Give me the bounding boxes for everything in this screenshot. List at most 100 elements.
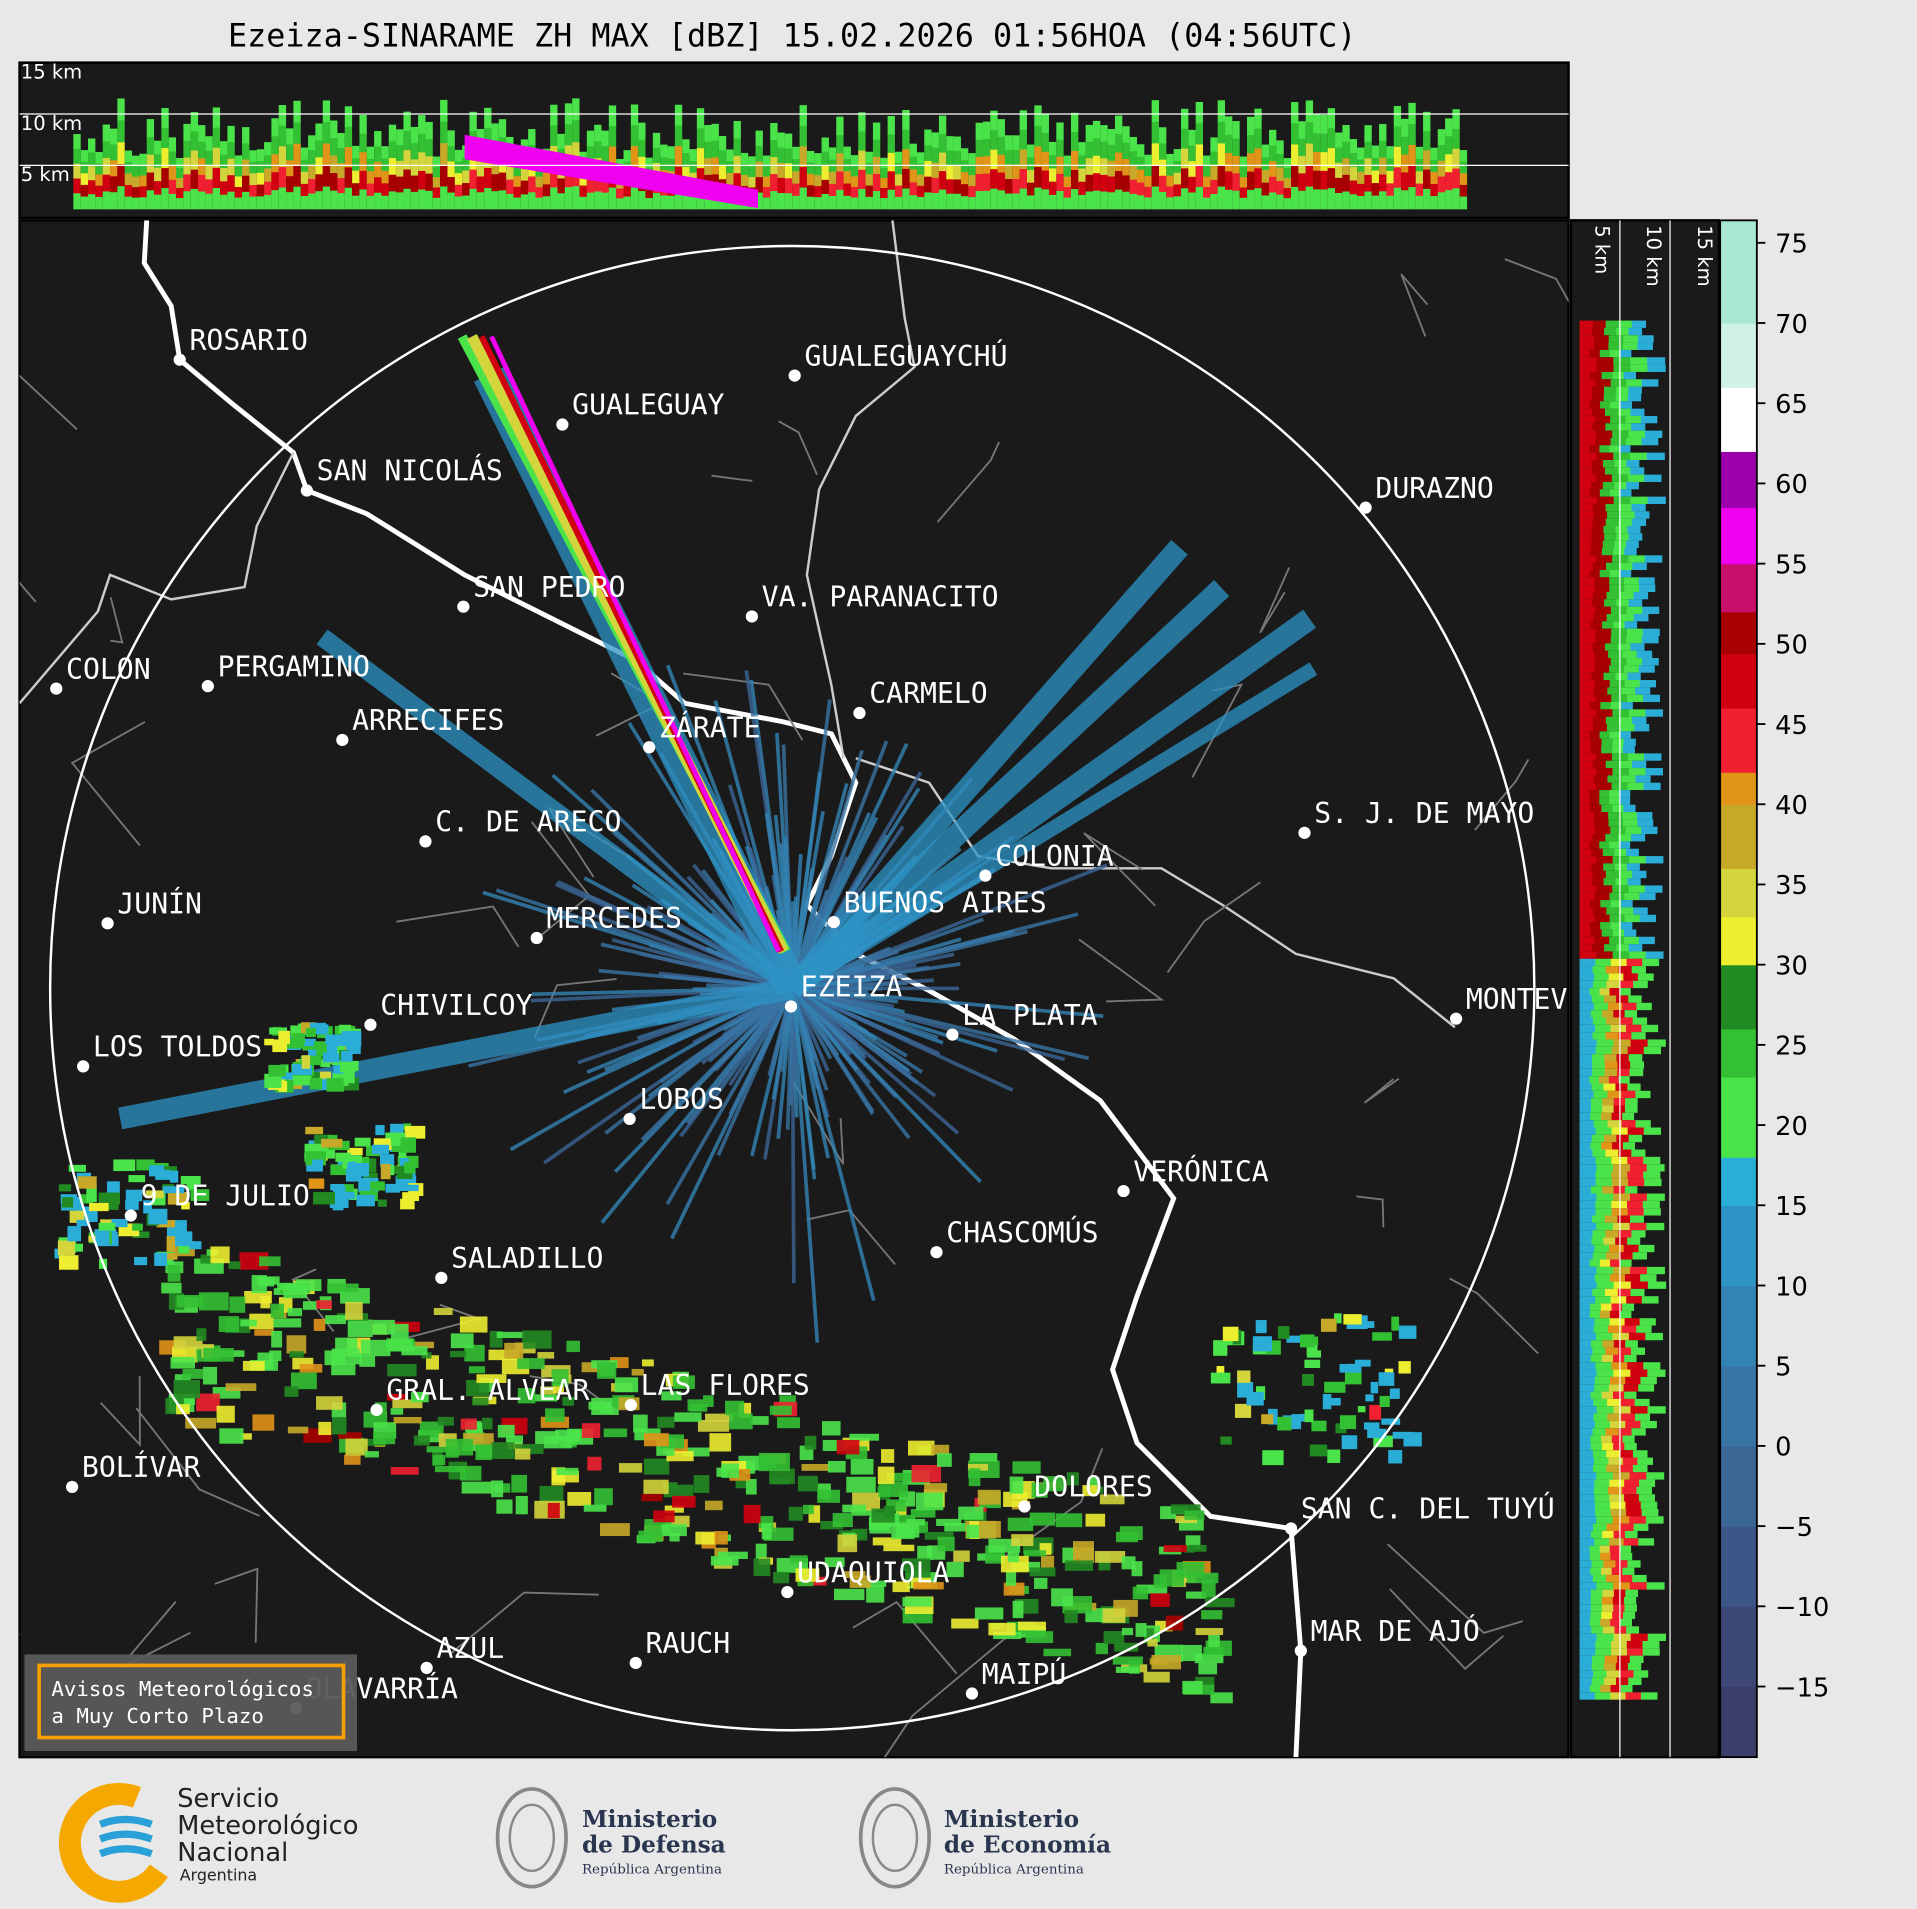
echo-column	[520, 166, 529, 182]
echo-column	[1595, 437, 1612, 446]
district-line	[533, 978, 617, 1038]
echo-column	[102, 191, 111, 210]
echo-column	[1612, 1391, 1626, 1399]
echo-cell	[225, 1383, 257, 1392]
echo-column	[997, 154, 1005, 174]
echo-column	[110, 160, 118, 178]
district-line	[1078, 938, 1165, 1003]
district-line	[19, 1633, 21, 1636]
echo-ray	[482, 890, 793, 990]
echo-column	[711, 140, 719, 159]
echo-cell	[335, 1152, 351, 1162]
echo-column	[1203, 155, 1211, 168]
echo-column	[1595, 1200, 1613, 1209]
echo-column	[1579, 562, 1594, 570]
echo-cell	[290, 1025, 301, 1037]
colorbar-segment	[1720, 507, 1757, 565]
echo-column	[1225, 189, 1233, 210]
echo-ray	[665, 987, 794, 1206]
echo-column	[1579, 1369, 1598, 1377]
echo-cell	[672, 1375, 695, 1389]
echo-column	[396, 176, 404, 194]
echo-column	[1579, 658, 1597, 666]
echo-column	[1592, 320, 1607, 328]
echo-column	[359, 170, 367, 191]
echo-column	[660, 157, 668, 172]
echo-cell	[432, 1454, 446, 1466]
echo-cell	[1092, 1486, 1104, 1494]
echo-column	[1629, 1222, 1648, 1231]
echo-column	[1579, 782, 1597, 791]
echo-column	[902, 110, 910, 131]
echo-cell	[287, 1426, 309, 1434]
echo-column	[579, 196, 587, 210]
echo-column	[1639, 892, 1656, 901]
colorbar-tick-label: −10	[1775, 1593, 1829, 1623]
echo-cell	[404, 1125, 426, 1139]
echo-column	[1579, 1523, 1595, 1531]
echo-column	[432, 166, 441, 179]
echo-column	[132, 155, 140, 168]
echo-cell	[618, 1463, 643, 1473]
echo-column	[88, 180, 96, 196]
echo-column	[960, 172, 969, 186]
echo-column	[1622, 1142, 1636, 1150]
echo-column	[1600, 702, 1613, 710]
echo-column	[1620, 922, 1633, 930]
echo-column	[1423, 188, 1431, 210]
echo-column	[344, 106, 353, 128]
echo-column	[1136, 144, 1145, 159]
echo-column	[1579, 1376, 1597, 1385]
echo-column	[286, 160, 294, 178]
echo-column	[1085, 174, 1093, 193]
echo-column	[755, 192, 763, 210]
echo-column	[1639, 680, 1657, 688]
echo-column	[1609, 577, 1626, 585]
echo-ray	[604, 986, 794, 1135]
echo-column	[271, 172, 279, 192]
echo-column	[828, 171, 837, 186]
echo-column	[1623, 819, 1639, 827]
echo-cell	[491, 1442, 515, 1459]
echo-column	[1610, 1692, 1627, 1700]
echo-column	[1619, 731, 1631, 739]
colorbar-tick-label: 10	[1775, 1272, 1808, 1302]
echo-column	[1004, 178, 1013, 195]
echo-column	[1579, 760, 1594, 769]
echo-column	[1579, 584, 1596, 593]
echo-cell	[974, 1607, 1004, 1620]
echo-cell	[313, 1192, 335, 1205]
echo-column	[865, 163, 873, 176]
echo-cell	[1121, 1627, 1134, 1636]
echo-column	[953, 136, 961, 153]
echo-column	[1210, 151, 1218, 167]
echo-column	[1605, 834, 1620, 842]
echo-column	[960, 160, 969, 174]
echo-column	[1591, 863, 1605, 871]
echo-column	[1225, 153, 1233, 173]
echo-column	[1630, 643, 1645, 651]
echo-ray	[640, 986, 794, 1142]
echo-column	[418, 189, 426, 210]
echo-column	[1579, 342, 1596, 350]
echo-column	[388, 158, 397, 176]
echo-column	[117, 186, 125, 210]
echo-column	[1607, 1120, 1623, 1128]
echo-column	[1621, 1090, 1637, 1099]
echo-column	[1459, 161, 1468, 175]
echo-column	[909, 182, 917, 197]
echo-column	[1579, 1420, 1597, 1429]
echo-column	[1622, 1435, 1635, 1443]
echo-column	[1627, 1046, 1645, 1055]
echo-column	[1320, 189, 1328, 210]
echo-cell	[1277, 1326, 1290, 1339]
echo-column	[1056, 190, 1064, 210]
echo-cell	[259, 1256, 281, 1267]
echo-column	[440, 121, 448, 145]
echo-column	[1625, 1420, 1642, 1429]
echo-cell	[600, 1405, 613, 1414]
echo-column	[403, 188, 411, 210]
echo-column	[1600, 1567, 1613, 1575]
echo-column	[821, 193, 829, 210]
echo-column	[168, 193, 177, 210]
